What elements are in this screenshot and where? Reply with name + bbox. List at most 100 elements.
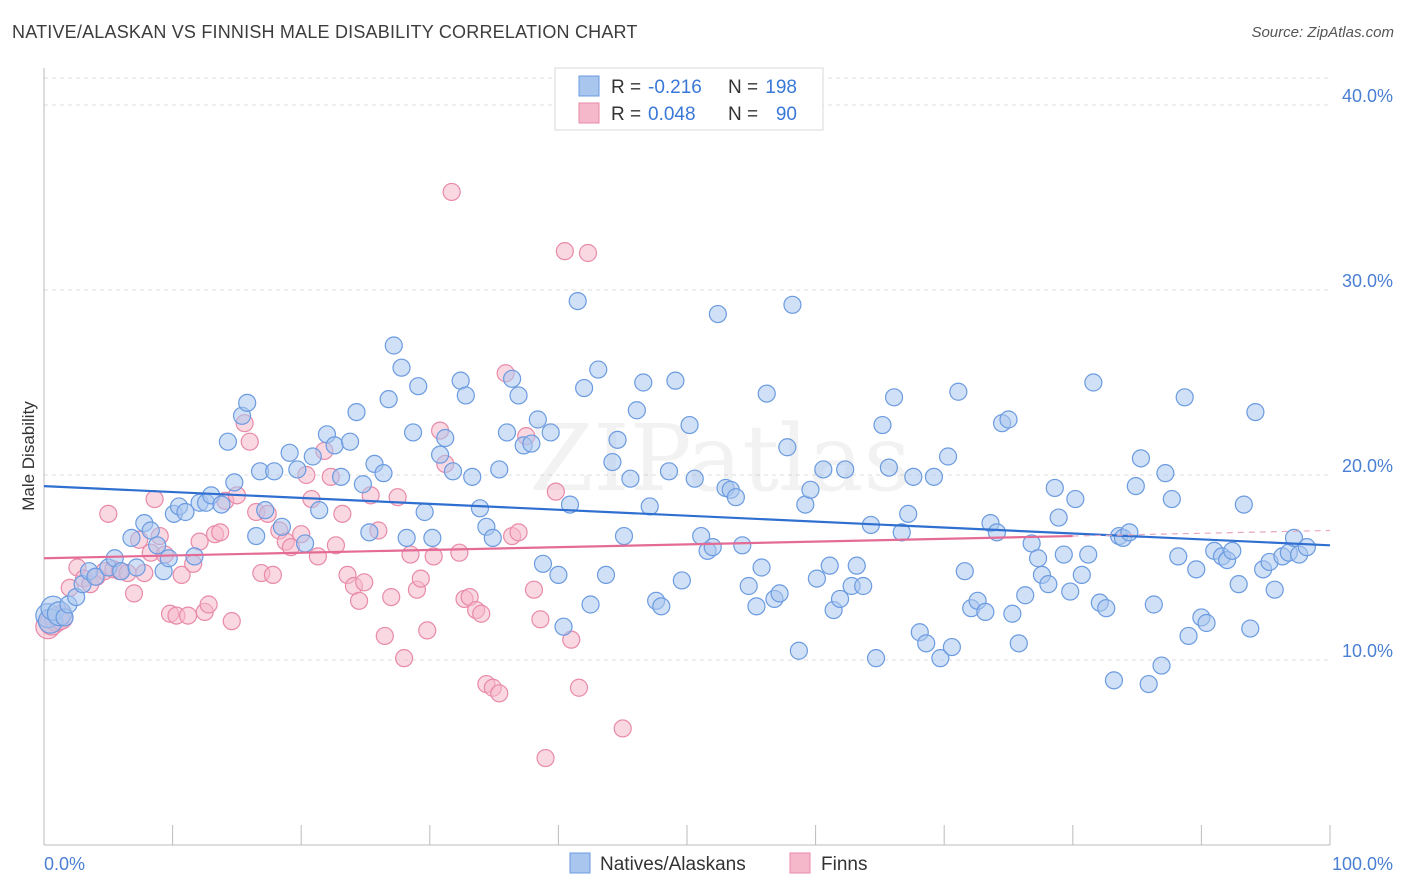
- natives-points: [35, 292, 1316, 694]
- finns-point-60: [394, 649, 414, 668]
- natives-point-102: [708, 304, 727, 324]
- natives-point-132: [892, 523, 911, 542]
- natives-point-134: [904, 467, 923, 486]
- natives-point-176: [1156, 464, 1175, 483]
- finns-trend-extension: [1072, 529, 1331, 537]
- stats-n-value-natives: 198: [765, 77, 797, 98]
- natives-point-23: [185, 547, 204, 566]
- stats-r-value-natives: -0.216: [648, 77, 702, 98]
- natives-point-115: [789, 641, 808, 660]
- natives-point-19: [159, 549, 178, 568]
- natives-point-78: [554, 617, 573, 636]
- finns-trend-line: [43, 534, 1073, 560]
- natives-point-113: [778, 438, 797, 457]
- natives-point-82: [581, 595, 600, 614]
- stats-r-value-finns: 0.048: [648, 104, 696, 125]
- finns-point-88: [578, 243, 598, 263]
- natives-point-109: [752, 558, 771, 577]
- natives-point-31: [238, 393, 257, 412]
- natives-point-35: [265, 462, 284, 481]
- finns-point-89: [613, 719, 632, 738]
- natives-point-120: [820, 556, 839, 575]
- x-tick-label-max: 100.0%: [1332, 854, 1393, 874]
- finns-point-53: [349, 591, 369, 610]
- natives-point-48: [360, 523, 379, 542]
- natives-point-123: [836, 460, 855, 479]
- natives-point-14: [127, 558, 146, 577]
- natives-point-54: [397, 528, 416, 548]
- natives-point-174: [1144, 595, 1163, 614]
- natives-point-163: [1079, 545, 1098, 564]
- natives-point-118: [807, 569, 826, 588]
- natives-point-187: [1223, 541, 1242, 560]
- natives-point-167: [1104, 671, 1124, 690]
- series-legend-swatch-finns: [789, 852, 811, 874]
- natives-point-156: [1039, 575, 1058, 594]
- natives-point-79: [560, 495, 580, 514]
- natives-point-86: [608, 430, 627, 449]
- natives-point-77: [549, 565, 568, 585]
- natives-point-28: [218, 432, 237, 451]
- natives-point-27: [212, 495, 231, 514]
- finns-point-63: [411, 569, 430, 588]
- finns-point-58: [382, 587, 401, 607]
- stats-legend-swatch-finns: [578, 102, 600, 124]
- natives-point-87: [614, 526, 634, 546]
- natives-point-59: [430, 445, 450, 464]
- natives-point-67: [483, 528, 502, 548]
- stats-r-label-natives: R =: [611, 77, 641, 98]
- natives-point-95: [666, 371, 685, 390]
- natives-point-94: [659, 462, 679, 481]
- natives-point-160: [1061, 582, 1080, 601]
- natives-point-126: [854, 576, 873, 596]
- chart-title: NATIVE/ALASKAN VS FINNISH MALE DISABILIT…: [12, 22, 638, 42]
- finns-point-84: [546, 482, 565, 501]
- natives-point-58: [423, 528, 442, 548]
- natives-point-97: [680, 415, 699, 435]
- finns-point-23: [172, 565, 191, 585]
- finns-point-49: [326, 536, 346, 555]
- natives-point-133: [899, 504, 918, 523]
- natives-point-107: [739, 576, 758, 596]
- natives-point-53: [392, 358, 411, 377]
- natives-point-162: [1072, 565, 1091, 585]
- natives-point-130: [879, 458, 899, 477]
- natives-point-45: [340, 432, 360, 451]
- stats-legend-swatch-natives: [578, 75, 600, 97]
- natives-point-177: [1162, 489, 1181, 509]
- finns-point-28: [199, 595, 218, 614]
- finns-point-65: [424, 547, 443, 566]
- natives-point-71: [509, 386, 528, 405]
- natives-point-145: [976, 602, 995, 622]
- finns-point-54: [355, 573, 374, 592]
- natives-point-64: [463, 467, 482, 486]
- finns-point-50: [333, 504, 352, 523]
- natives-point-96: [672, 571, 691, 590]
- natives-point-175: [1152, 656, 1171, 675]
- natives-point-40: [303, 447, 322, 466]
- natives-point-125: [847, 556, 866, 575]
- stats-n-label-natives: N =: [728, 77, 758, 98]
- natives-point-119: [814, 460, 833, 479]
- natives-point-91: [640, 497, 659, 516]
- natives-point-159: [1054, 545, 1073, 564]
- series-legend-label-finns: Finns: [821, 854, 867, 875]
- natives-point-108: [747, 597, 766, 616]
- finns-point-85: [555, 242, 574, 261]
- natives-point-154: [1028, 549, 1048, 568]
- natives-point-68: [490, 460, 509, 479]
- finns-point-68: [442, 182, 461, 202]
- natives-point-131: [884, 388, 904, 407]
- natives-point-112: [770, 584, 789, 603]
- natives-point-114: [783, 295, 802, 314]
- finns-point-46: [308, 547, 328, 566]
- finns-point-87: [569, 678, 589, 697]
- natives-point-199: [1297, 538, 1316, 557]
- natives-point-179: [1175, 388, 1194, 407]
- stats-r-label-finns: R =: [611, 104, 641, 125]
- series-legend-label-natives: Natives/Alaskans: [600, 854, 746, 875]
- natives-point-117: [801, 480, 820, 499]
- finns-point-82: [531, 610, 550, 629]
- natives-point-22: [176, 502, 195, 522]
